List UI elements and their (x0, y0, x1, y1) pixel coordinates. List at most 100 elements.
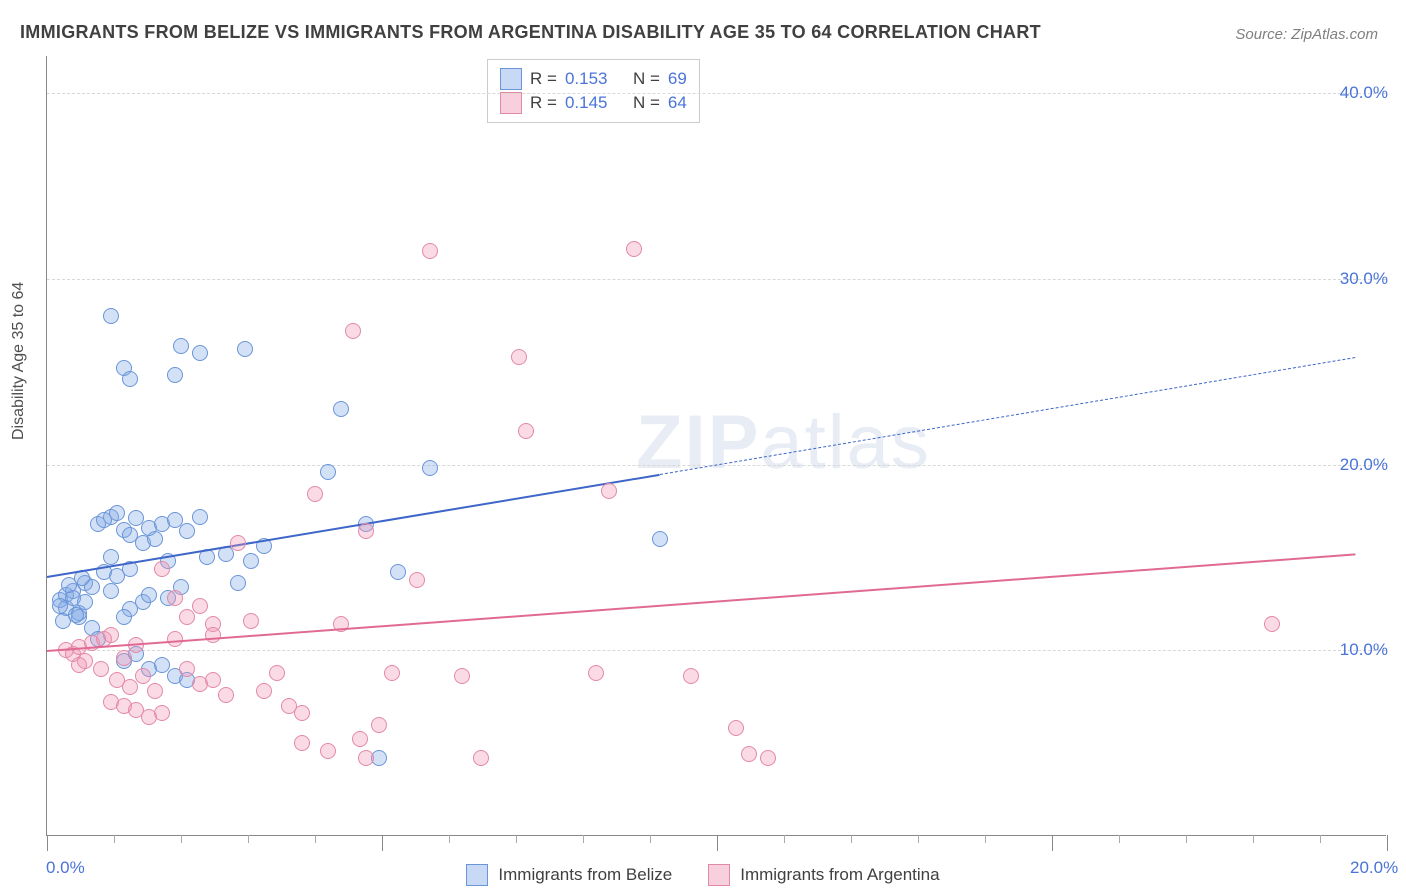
x-tick-major (1387, 835, 1388, 851)
data-point (333, 401, 349, 417)
stats-row-series-a: R = 0.153 N = 69 (500, 68, 687, 90)
chart-title: IMMIGRANTS FROM BELIZE VS IMMIGRANTS FRO… (20, 22, 1041, 43)
x-tick-minor (1320, 835, 1321, 843)
data-point (71, 657, 87, 673)
data-point (294, 735, 310, 751)
x-tick-major (382, 835, 383, 851)
data-point (167, 590, 183, 606)
data-point (192, 509, 208, 525)
data-point (294, 705, 310, 721)
x-tick-minor (1253, 835, 1254, 843)
data-point (230, 535, 246, 551)
source-prefix: Source: (1235, 26, 1291, 43)
data-point (683, 668, 699, 684)
n-value-b: 64 (668, 93, 687, 113)
data-point (154, 561, 170, 577)
x-tick-minor (248, 835, 249, 843)
x-tick-minor (315, 835, 316, 843)
y-tick-label: 20.0% (1340, 455, 1388, 475)
data-point (230, 575, 246, 591)
legend-item-b: Immigrants from Argentina (708, 864, 939, 886)
data-point (218, 687, 234, 703)
x-tick-minor (181, 835, 182, 843)
swatch-series-b (708, 864, 730, 886)
data-point (103, 583, 119, 599)
data-point (167, 367, 183, 383)
y-tick-label: 40.0% (1340, 83, 1388, 103)
r-label: R = (530, 69, 557, 89)
data-point (384, 665, 400, 681)
r-label: R = (530, 93, 557, 113)
r-value-a: 0.153 (565, 69, 608, 89)
gridline (47, 279, 1386, 280)
n-label: N = (633, 93, 660, 113)
data-point (345, 323, 361, 339)
trend-line (47, 554, 1355, 653)
x-tick-minor (114, 835, 115, 843)
data-point (179, 523, 195, 539)
data-point (320, 743, 336, 759)
r-value-b: 0.145 (565, 93, 608, 113)
x-tick-major (717, 835, 718, 851)
x-tick-minor (516, 835, 517, 843)
n-label: N = (633, 69, 660, 89)
data-point (422, 460, 438, 476)
data-point (371, 717, 387, 733)
plot-area: ZIPatlas R = 0.153 N = 69 R = 0.145 N = … (46, 56, 1386, 836)
swatch-series-a (500, 68, 522, 90)
x-tick-minor (449, 835, 450, 843)
swatch-series-a (466, 864, 488, 886)
trend-line (659, 357, 1355, 475)
data-point (454, 668, 470, 684)
data-point (601, 483, 617, 499)
data-point (320, 464, 336, 480)
data-point (103, 627, 119, 643)
data-point (103, 308, 119, 324)
data-point (154, 705, 170, 721)
legend-item-a: Immigrants from Belize (466, 864, 672, 886)
source-name: ZipAtlas.com (1291, 26, 1378, 43)
data-point (352, 731, 368, 747)
data-point (358, 750, 374, 766)
x-tick-major (1052, 835, 1053, 851)
data-point (269, 665, 285, 681)
data-point (237, 341, 253, 357)
data-point (422, 243, 438, 259)
swatch-series-b (500, 92, 522, 114)
x-tick-major (47, 835, 48, 851)
legend-label-b: Immigrants from Argentina (740, 865, 939, 885)
data-point (473, 750, 489, 766)
watermark: ZIPatlas (636, 399, 931, 486)
data-point (103, 549, 119, 565)
data-point (116, 609, 132, 625)
x-tick-minor (918, 835, 919, 843)
x-tick-minor (1119, 835, 1120, 843)
data-point (122, 371, 138, 387)
x-tick-minor (650, 835, 651, 843)
x-axis-max-label: 20.0% (1350, 858, 1398, 878)
data-point (68, 607, 84, 623)
data-point (179, 609, 195, 625)
source-attribution: Source: ZipAtlas.com (1235, 26, 1378, 43)
x-tick-minor (784, 835, 785, 843)
data-point (179, 661, 195, 677)
x-tick-minor (985, 835, 986, 843)
data-point (173, 338, 189, 354)
x-tick-minor (851, 835, 852, 843)
data-point (307, 486, 323, 502)
data-point (109, 505, 125, 521)
stats-legend-box: R = 0.153 N = 69 R = 0.145 N = 64 (487, 59, 700, 123)
data-point (1264, 616, 1280, 632)
data-point (205, 627, 221, 643)
data-point (588, 665, 604, 681)
data-point (741, 746, 757, 762)
data-point (141, 587, 157, 603)
y-tick-label: 30.0% (1340, 269, 1388, 289)
data-point (135, 668, 151, 684)
data-point (192, 345, 208, 361)
stats-row-series-b: R = 0.145 N = 64 (500, 92, 687, 114)
data-point (511, 349, 527, 365)
data-point (192, 598, 208, 614)
y-tick-label: 10.0% (1340, 640, 1388, 660)
data-point (147, 683, 163, 699)
